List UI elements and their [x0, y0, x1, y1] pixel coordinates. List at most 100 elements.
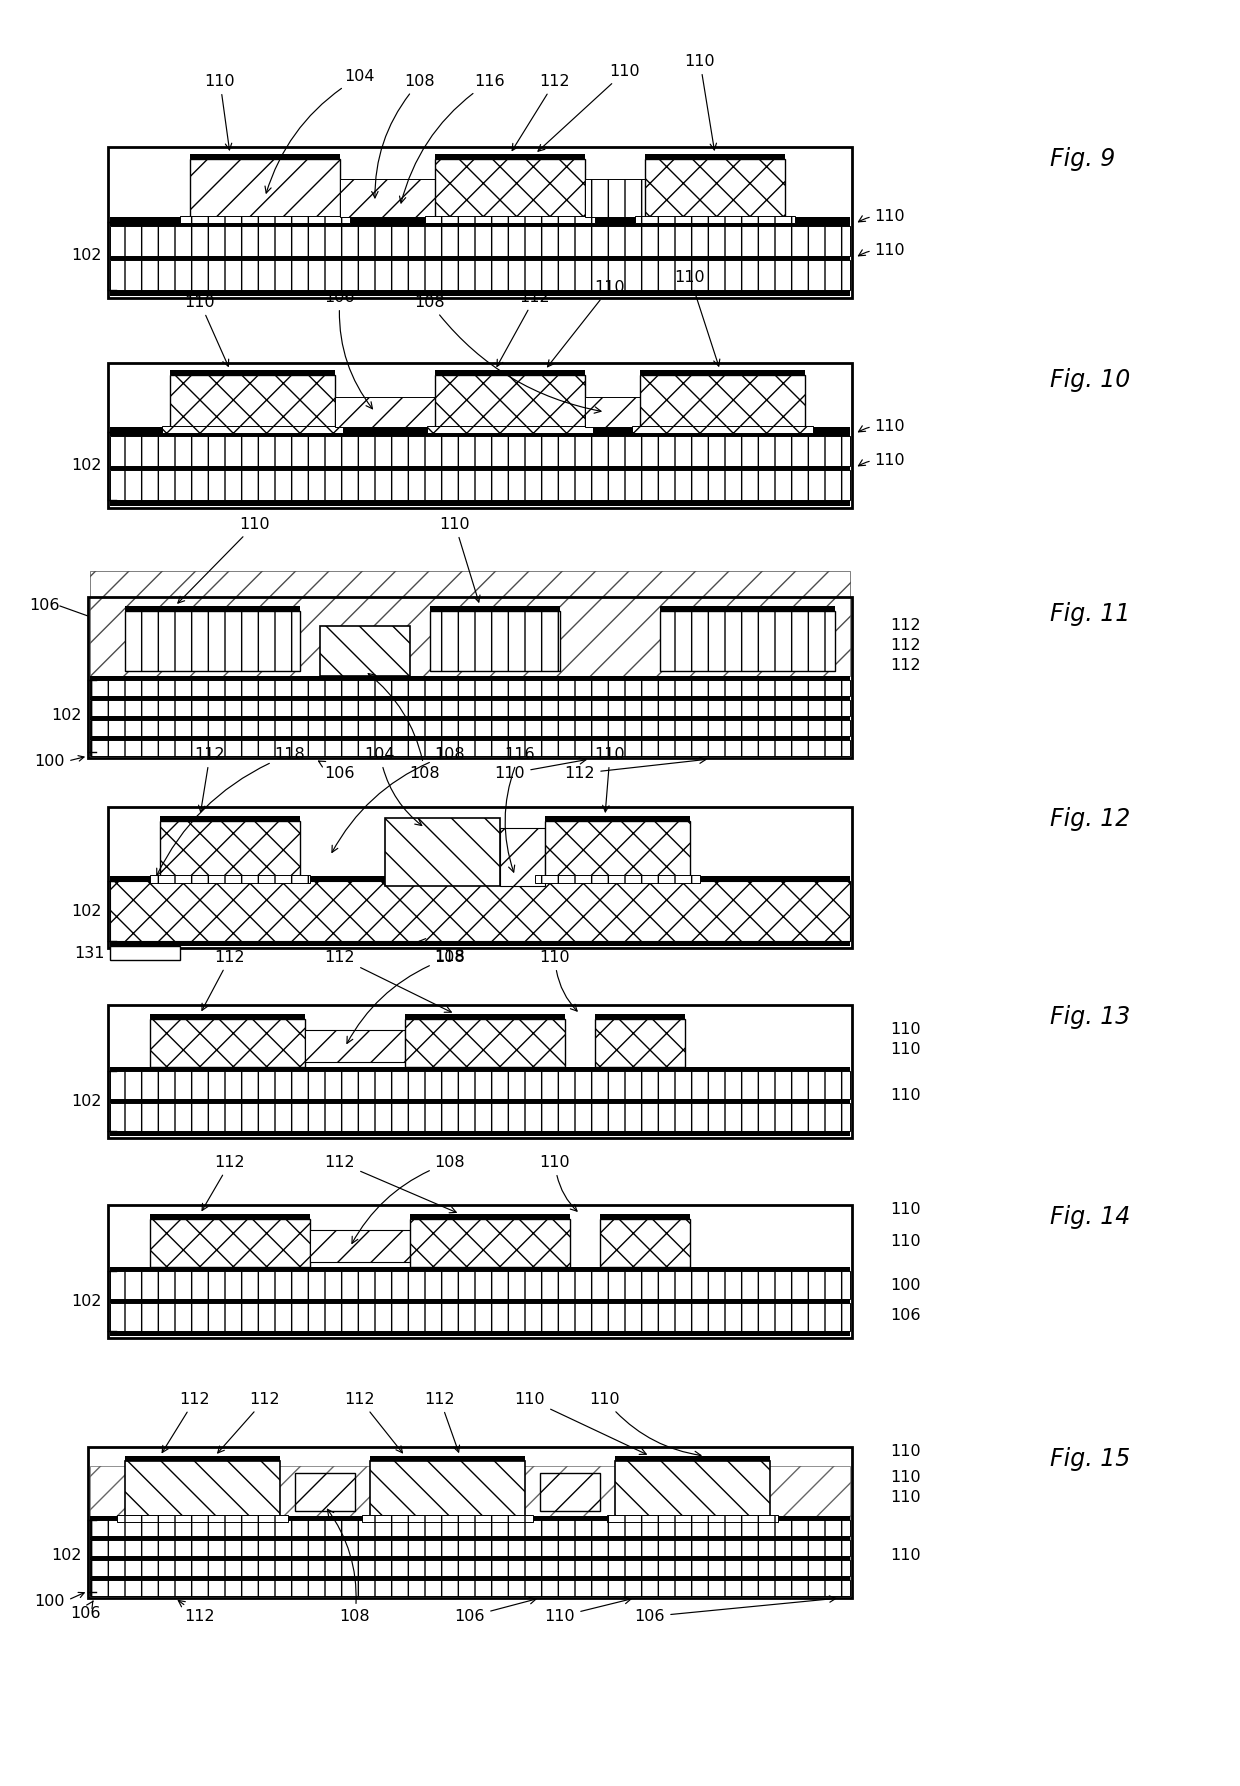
- Bar: [190, 154, 340, 159]
- Text: 108: 108: [347, 950, 465, 1043]
- Text: 110: 110: [177, 516, 270, 604]
- Bar: [110, 432, 849, 436]
- Bar: [91, 1536, 849, 1540]
- Text: 106: 106: [455, 1598, 536, 1623]
- Text: 112: 112: [202, 1156, 246, 1211]
- Bar: [110, 1266, 849, 1272]
- Text: 112: 112: [345, 1391, 403, 1452]
- Bar: [117, 1515, 288, 1522]
- Text: 131: 131: [74, 945, 105, 961]
- Bar: [91, 1540, 849, 1556]
- Text: 110: 110: [858, 420, 905, 434]
- Text: Fig. 15: Fig. 15: [1050, 1447, 1130, 1472]
- Bar: [410, 1220, 570, 1266]
- Text: 108: 108: [352, 1156, 465, 1243]
- Text: 106: 106: [635, 1597, 836, 1623]
- Text: 100: 100: [35, 1593, 64, 1609]
- Bar: [91, 716, 849, 720]
- Text: 106: 106: [325, 289, 372, 409]
- Bar: [110, 221, 849, 227]
- Bar: [645, 154, 785, 159]
- Text: Fig. 9: Fig. 9: [1050, 146, 1115, 171]
- Bar: [110, 880, 849, 941]
- Text: 110: 110: [515, 1391, 646, 1454]
- Bar: [534, 875, 701, 882]
- Text: 110: 110: [890, 1234, 920, 1250]
- Bar: [91, 1520, 849, 1536]
- Text: 112: 112: [497, 289, 551, 366]
- Bar: [384, 818, 500, 886]
- Bar: [600, 1214, 689, 1220]
- Bar: [91, 739, 849, 755]
- Text: 106: 106: [30, 598, 60, 614]
- Bar: [305, 1031, 405, 1063]
- Bar: [110, 227, 849, 255]
- Text: 106: 106: [69, 1600, 100, 1622]
- Bar: [150, 1214, 310, 1220]
- Bar: [110, 1072, 849, 1098]
- Text: 112: 112: [890, 639, 920, 654]
- Text: 100: 100: [890, 1279, 920, 1293]
- Bar: [170, 375, 335, 427]
- Text: 110: 110: [890, 1445, 920, 1459]
- Text: 112: 112: [890, 618, 920, 634]
- Bar: [108, 1006, 852, 1138]
- Text: 110: 110: [185, 295, 228, 366]
- Text: Fig. 10: Fig. 10: [1050, 368, 1130, 391]
- Bar: [110, 500, 849, 505]
- Bar: [585, 179, 645, 218]
- Bar: [91, 720, 849, 736]
- Bar: [91, 1556, 849, 1559]
- Text: 102: 102: [72, 1093, 102, 1109]
- Bar: [615, 1456, 770, 1461]
- Text: 112: 112: [325, 950, 451, 1013]
- Bar: [435, 375, 585, 427]
- Bar: [539, 1473, 600, 1511]
- Text: 110: 110: [538, 64, 640, 152]
- Text: 110: 110: [544, 1597, 631, 1623]
- Bar: [110, 436, 849, 466]
- Bar: [370, 1461, 525, 1516]
- Bar: [595, 1014, 684, 1020]
- Bar: [640, 375, 805, 427]
- Bar: [91, 675, 849, 680]
- Bar: [91, 1516, 849, 1520]
- Bar: [435, 370, 585, 375]
- Text: 110: 110: [548, 280, 625, 366]
- Text: 112: 112: [162, 1391, 211, 1452]
- Text: Fig. 13: Fig. 13: [1050, 1006, 1130, 1029]
- Bar: [110, 470, 849, 500]
- Text: 110: 110: [440, 516, 480, 602]
- Text: 110: 110: [890, 1041, 920, 1057]
- Bar: [110, 255, 849, 261]
- Bar: [150, 1020, 305, 1066]
- Text: 116: 116: [505, 747, 536, 872]
- Text: 112: 112: [202, 950, 246, 1011]
- Text: 110: 110: [675, 270, 719, 366]
- Bar: [125, 611, 300, 672]
- Text: 118: 118: [419, 939, 465, 964]
- Text: Fig. 14: Fig. 14: [1050, 1206, 1130, 1229]
- Text: 110: 110: [890, 1470, 920, 1486]
- Bar: [170, 370, 335, 375]
- Text: 110: 110: [890, 1491, 920, 1506]
- Text: 102: 102: [52, 1548, 82, 1563]
- Bar: [150, 875, 310, 882]
- Text: 106: 106: [890, 1309, 920, 1323]
- Text: 112: 112: [179, 1600, 216, 1623]
- Bar: [546, 822, 689, 875]
- Text: 108: 108: [327, 1509, 371, 1623]
- Text: 112: 112: [325, 1156, 456, 1213]
- Bar: [91, 1575, 849, 1581]
- Bar: [615, 1461, 770, 1516]
- Bar: [110, 941, 849, 947]
- Text: 110: 110: [890, 1202, 920, 1218]
- Text: 102: 102: [52, 709, 82, 723]
- Bar: [295, 1473, 355, 1511]
- Bar: [405, 1014, 565, 1020]
- Bar: [632, 427, 813, 432]
- Bar: [91, 1581, 849, 1597]
- Bar: [125, 605, 300, 611]
- Bar: [110, 875, 849, 880]
- Bar: [91, 1466, 849, 1597]
